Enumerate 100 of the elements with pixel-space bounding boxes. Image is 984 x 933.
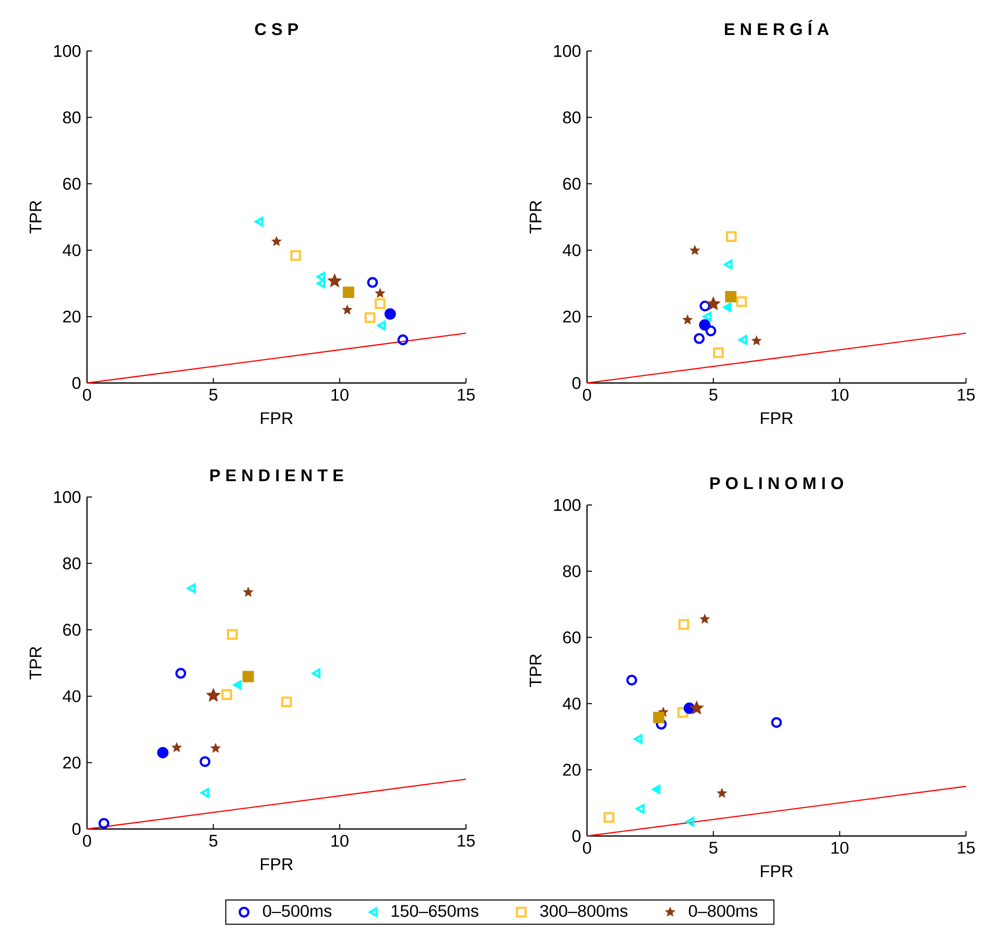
point: [316, 272, 326, 282]
point: [652, 784, 660, 794]
x-tick-label: 5: [709, 388, 718, 401]
point: [281, 696, 292, 708]
point: [221, 689, 232, 700]
y-tick-label: 60: [563, 178, 581, 190]
y-axis-title: TPR: [530, 200, 542, 234]
point: [722, 302, 732, 312]
y-tick-label: 80: [563, 111, 581, 124]
point: [653, 712, 664, 724]
point: [186, 583, 196, 594]
point: [636, 804, 645, 814]
point: [244, 587, 253, 596]
x-tick-label: 10: [832, 842, 848, 854]
chart-title: P E N D I E N T E: [210, 470, 344, 482]
point: [682, 315, 692, 324]
point: [342, 305, 352, 314]
chart-title: P O L I N O M I O: [710, 477, 844, 490]
point: [98, 818, 110, 829]
point: [677, 707, 688, 718]
point: [200, 756, 210, 767]
y-tick-label: 0: [572, 376, 581, 389]
point: [700, 614, 710, 624]
point: [364, 312, 376, 323]
y-tick-label: 60: [563, 631, 580, 644]
y-tick-label: 100: [54, 491, 80, 503]
point: [706, 296, 720, 310]
point: [172, 742, 182, 752]
legend-label: 0–800ms: [688, 904, 758, 917]
y-tick-label: 40: [62, 244, 80, 256]
x-tick-label: 5: [209, 834, 218, 847]
point: [200, 788, 210, 798]
point: [604, 812, 614, 823]
x-axis-title: FPR: [260, 858, 293, 870]
point: [752, 336, 762, 345]
y-tick-label: 0: [72, 376, 80, 389]
y-tick-label: 40: [62, 690, 80, 702]
x-tick-label: 15: [958, 388, 975, 401]
point: [367, 277, 378, 288]
y-tick-label: 80: [63, 111, 80, 124]
y-tick-label: 100: [54, 44, 80, 57]
point: [686, 816, 694, 827]
x-tick-label: 15: [458, 388, 475, 401]
y-axis-title: TPR: [30, 646, 42, 680]
point: [211, 744, 220, 752]
point: [702, 312, 712, 322]
y-tick-label: 60: [63, 178, 80, 190]
point: [377, 320, 386, 330]
point: [157, 746, 168, 758]
x-tick-label: 0: [582, 388, 592, 401]
point: [290, 250, 302, 261]
x-tick-label: 10: [832, 388, 848, 401]
y-tick-label: 100: [554, 499, 580, 511]
point: [717, 788, 727, 798]
y-tick-label: 100: [554, 44, 581, 57]
y-tick-label: 20: [563, 764, 580, 776]
point: [328, 274, 342, 287]
y-tick-label: 20: [63, 310, 80, 323]
x-tick-label: 5: [209, 388, 218, 401]
point: [725, 290, 736, 302]
point: [254, 216, 264, 226]
x-tick-label: 15: [958, 842, 975, 854]
point: [724, 260, 733, 270]
y-tick-label: 0: [72, 823, 80, 835]
point: [272, 236, 282, 246]
point: [700, 300, 710, 312]
point: [690, 246, 700, 255]
point: [312, 668, 320, 678]
point: [175, 668, 186, 679]
y-tick-label: 80: [63, 557, 80, 570]
x-tick-label: 0: [82, 834, 92, 847]
point: [342, 286, 354, 298]
point: [699, 319, 710, 331]
x-axis-title: FPR: [260, 412, 293, 424]
legend-label: 300–800ms: [540, 904, 628, 917]
x-tick-label: 0: [582, 842, 592, 854]
point: [206, 688, 220, 702]
chart-title: E N E R G Í A: [724, 20, 829, 36]
point: [397, 334, 408, 346]
point: [384, 308, 396, 320]
point: [690, 701, 704, 714]
point: [376, 288, 385, 298]
y-tick-label: 40: [562, 698, 580, 710]
y-tick-label: 20: [63, 756, 80, 769]
point: [678, 619, 690, 630]
point: [738, 335, 748, 345]
point: [242, 670, 254, 682]
y-tick-label: 20: [563, 310, 581, 323]
point: [634, 734, 643, 744]
x-tick-label: 10: [332, 388, 348, 401]
point: [626, 674, 638, 686]
point: [226, 629, 238, 640]
point: [694, 333, 705, 344]
y-axis-title: TPR: [530, 654, 542, 688]
x-axis-title: FPR: [760, 865, 793, 877]
y-tick-label: 60: [63, 624, 80, 636]
y-axis-title: TPR: [30, 200, 42, 234]
legend-label: 0–500ms: [263, 904, 332, 917]
point: [726, 231, 737, 242]
point: [374, 298, 386, 310]
